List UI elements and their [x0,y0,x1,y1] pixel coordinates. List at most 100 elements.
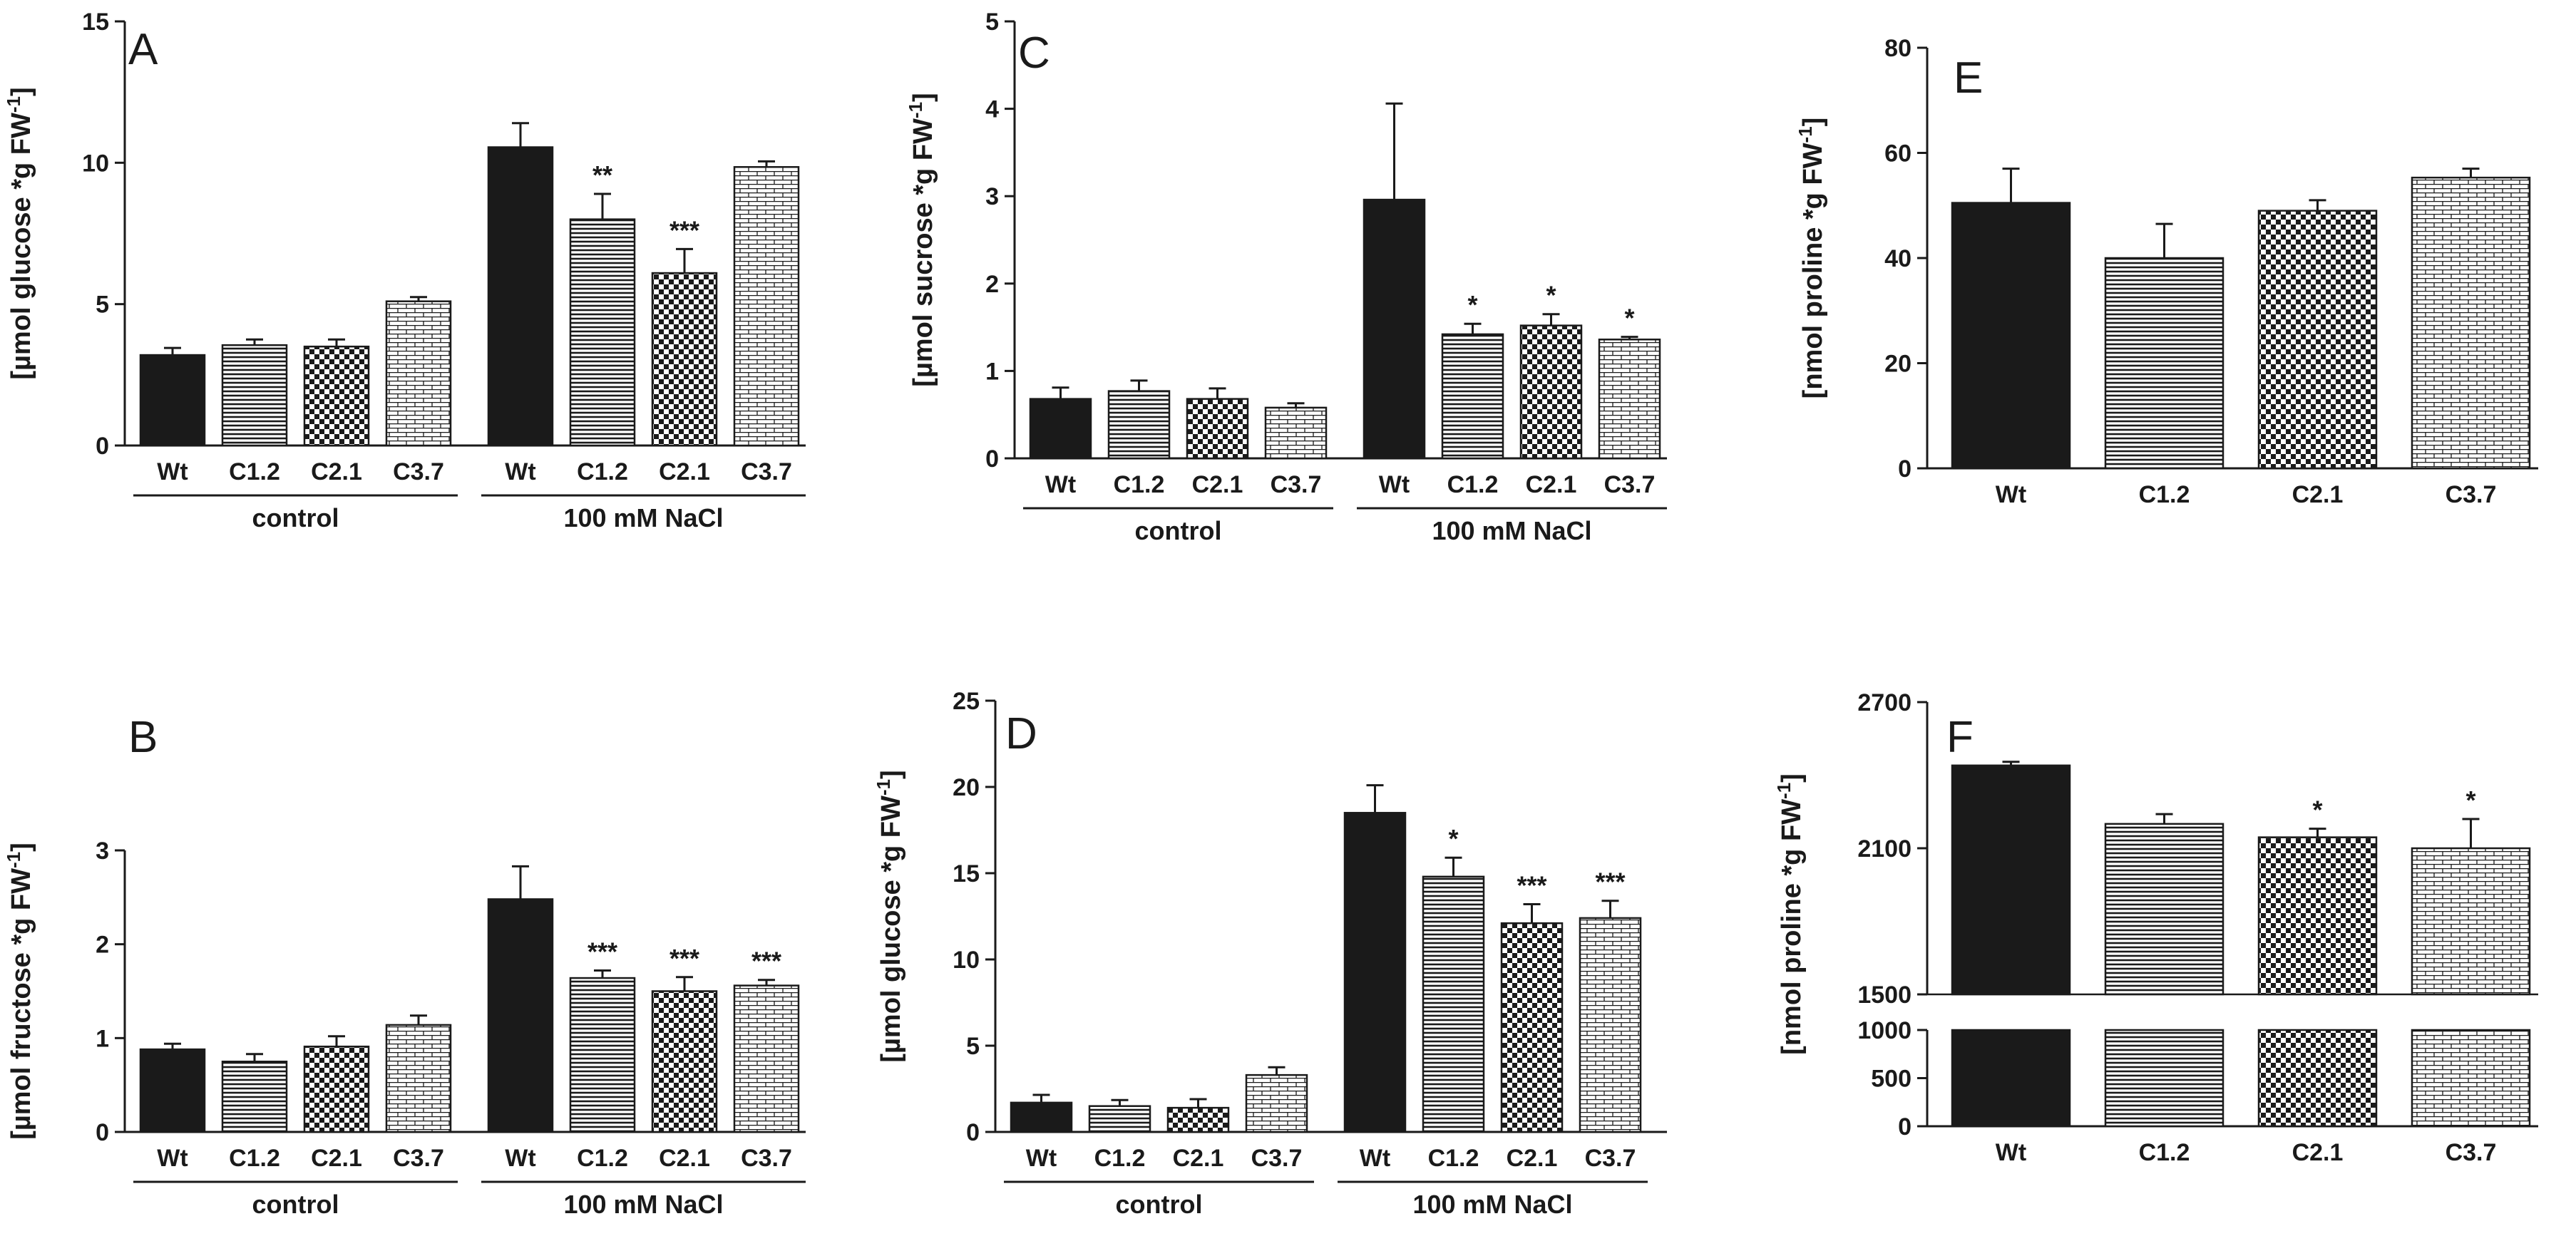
x-category-label: C2.1 [1173,1145,1224,1172]
y-tick-label: 2 [985,271,999,298]
panel-a-chart: 0 5 10 15 Wt C1.2 C2.1 C3.7 Wt ** C1.2 *** C2.1 C3.7 c… [3,9,806,532]
x-category-label: C3.7 [741,1145,792,1172]
bar [651,990,718,1133]
x-category-label: C3.7 [2446,481,2497,508]
significance-label: *** [587,937,617,967]
x-category-label: Wt [157,458,188,485]
panel-label: E [1954,53,1983,103]
x-category-label: C2.1 [2292,481,2344,508]
y-tick-label: 0 [96,1119,109,1146]
x-category-label: Wt [157,1145,188,1172]
bar [1010,1101,1073,1133]
y-tick-label: 80 [1884,35,1912,62]
panel-d-chart: 0 5 10 15 20 25 Wt C1.2 C2.1 C3.7 Wt * C1.2 *** C2.1 **… [873,688,1667,1219]
bar [303,345,370,447]
y-axis-label: [µmol fructose *g FW-1] [3,843,36,1140]
bar [1029,398,1092,460]
bar [1598,339,1661,460]
bar [1579,917,1642,1133]
bar [2411,176,2531,470]
x-category-label: Wt [1045,471,1076,498]
significance-label: * [1448,824,1458,853]
y-tick-label: 40 [1884,245,1912,272]
y-tick-label: 10 [82,150,109,177]
significance-label: * [1467,290,1477,319]
y-tick-label: 3 [985,183,999,210]
y-tick-label: 1000 [1857,1017,1912,1044]
group-label: control [252,503,339,532]
bar [1441,333,1504,460]
y-axis-label: [nmol proline *g FW-1] [1773,773,1807,1055]
x-category-label: C2.1 [1526,471,1577,498]
y-tick-label: 0 [966,1119,980,1146]
x-category-label: Wt [505,1145,535,1172]
y-axis-label: [nmol proline *g FW-1] [1795,118,1828,399]
y-tick-label: 1 [96,1025,109,1052]
bar [733,984,800,1133]
x-category-label: C1.2 [1094,1145,1146,1172]
significance-label: *** [1517,871,1546,900]
bar [1363,198,1426,460]
x-category-label: C2.1 [311,458,362,485]
bar-lower [2257,1029,2378,1128]
bar [1166,1106,1230,1133]
y-axis-label: [µmol glucose *g FW-1] [3,87,36,379]
panel-label: B [128,713,158,762]
bar [385,1024,452,1133]
x-category-label: Wt [1360,1145,1390,1172]
significance-label: * [1624,304,1634,333]
y-tick-label: 500 [1871,1066,1912,1093]
significance-label: *** [751,947,781,976]
x-category-label: C1.2 [229,1145,280,1172]
bar [139,354,206,447]
bar-lower [2104,1029,2225,1128]
y-tick-label: 25 [953,688,980,715]
group-label: 100 mM NaCl [1432,516,1591,545]
panel-e-chart: 0 20 40 60 80 Wt C1.2 C2.1 C3.7 E [nmol proline *g… [1795,35,2538,508]
bar [1343,812,1407,1133]
bar [1107,390,1171,460]
bar [2104,257,2225,470]
significance-label: * [1546,281,1556,310]
bar [2257,210,2378,470]
bar [1500,922,1564,1133]
y-tick-label: 1 [985,358,999,385]
bar [303,1045,370,1133]
y-tick-label: 2 [96,932,109,959]
panel-b-chart: 0 1 2 3 Wt C1.2 C2.1 C3.7 Wt *** C1.2 *** C2.1 *** C3.… [3,713,806,1219]
x-category-label: Wt [1379,471,1410,498]
x-category-label: C3.7 [1585,1145,1636,1172]
y-tick-label: 10 [953,947,980,974]
y-tick-label: 0 [985,446,999,473]
bar [1088,1105,1151,1133]
x-category-label: Wt [505,458,535,485]
bar-upper [1951,764,2071,996]
bar-lower [1951,1029,2071,1128]
y-tick-label: 5 [966,1033,980,1060]
panel-label: D [1005,709,1037,758]
panel-label: F [1946,713,1974,762]
bar [385,300,452,447]
y-tick-label: 20 [1884,351,1912,378]
significance-label: ** [592,160,612,190]
bar [1422,875,1485,1133]
x-category-label: C2.1 [659,1145,710,1172]
bar-upper [2411,847,2531,996]
group-label: 100 mM NaCl [563,1190,723,1219]
panel-c-chart: 0 1 2 3 4 5 Wt C1.2 C2.1 C3.7 Wt * C1.2 * C2.1 * C3.7 con… [905,9,1667,545]
x-category-label: C1.2 [1114,471,1165,498]
y-tick-label: 15 [953,860,980,887]
bar [139,1048,206,1133]
x-category-label: Wt [1026,1145,1057,1172]
x-category-label: Wt [1996,481,2026,508]
x-category-label: C2.1 [1192,471,1243,498]
y-tick-label: 15 [82,9,109,36]
y-tick-label: 2700 [1857,689,1912,716]
x-category-label: C3.7 [1271,471,1322,498]
x-category-label: C1.2 [2139,1139,2190,1166]
group-label: control [252,1190,339,1219]
panel-label: A [128,25,158,74]
y-tick-label: 3 [96,838,109,865]
y-tick-label: 20 [953,774,980,801]
